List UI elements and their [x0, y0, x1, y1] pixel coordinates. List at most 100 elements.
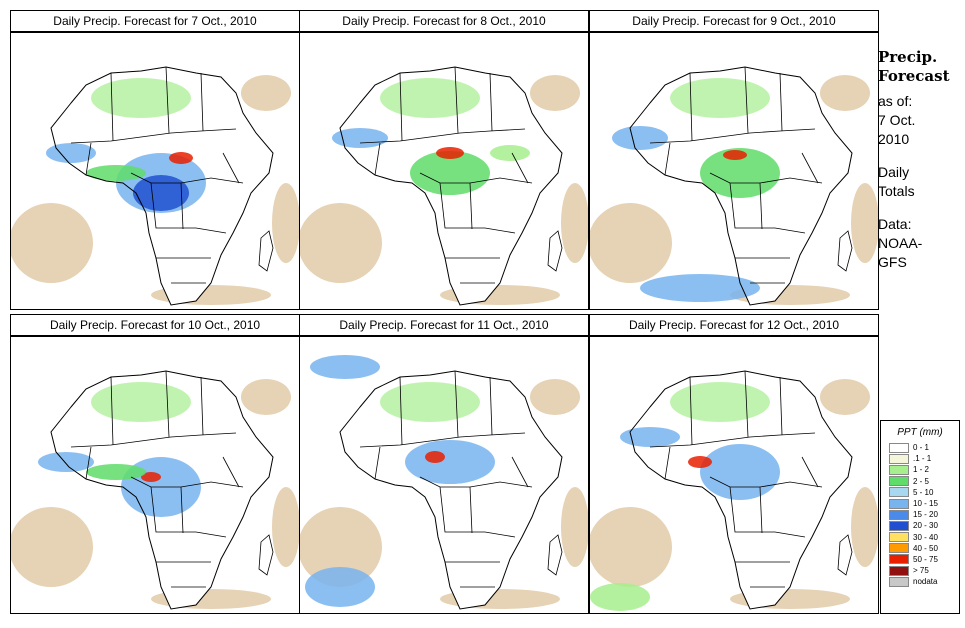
coastline [629, 370, 853, 610]
dry-area [300, 203, 382, 283]
africa-precip-map [589, 336, 879, 614]
rain-area [141, 472, 161, 482]
country-border [359, 432, 526, 448]
country-border [744, 66, 749, 134]
dry-area [241, 379, 291, 415]
country-border [200, 72, 204, 132]
data-source-line2: NOAA- [878, 235, 923, 251]
coastline [629, 66, 853, 306]
light-rain-area [91, 78, 191, 118]
dry-area [561, 487, 588, 567]
country-border [200, 376, 204, 436]
legend-label: 10 - 15 [913, 499, 938, 509]
legend-swatch [889, 565, 909, 576]
country-border [469, 486, 473, 534]
totals-line1: Daily [878, 164, 910, 180]
country-border [222, 456, 240, 488]
country-border [664, 142, 671, 176]
forecast-panel-oct-7: Daily Precip. Forecast for 7 Oct., 2010 [10, 10, 300, 310]
totals-line2: Totals [878, 183, 915, 199]
legend-item: 20 - 30 [889, 520, 959, 531]
light-rain-area [380, 382, 480, 422]
legend-swatch [889, 532, 909, 543]
panel-title: Daily Precip. Forecast for 10 Oct., 2010 [10, 314, 300, 336]
legend-label: 50 - 75 [913, 554, 938, 564]
dry-area [820, 75, 870, 111]
light-rain-area [380, 78, 480, 118]
rain-area [169, 152, 193, 164]
legend-item: 5 - 10 [889, 487, 959, 498]
data-source-line1: Data: [878, 216, 912, 232]
country-border [222, 152, 240, 184]
rain-area [332, 128, 388, 148]
country-border [110, 376, 114, 446]
dry-area [272, 183, 299, 263]
country-border [70, 432, 237, 448]
legend-item: 1 - 2 [889, 464, 959, 475]
legend-label: 15 - 20 [913, 510, 938, 520]
dry-area [561, 183, 588, 263]
map-canvas [11, 370, 299, 610]
legend-label: 1 - 2 [913, 465, 930, 475]
rain-area [38, 452, 94, 472]
rain-area [436, 147, 464, 159]
legend-swatch [889, 476, 909, 487]
dry-area [820, 379, 870, 415]
country-border [110, 72, 114, 142]
dry-area [530, 75, 580, 111]
rain-area [700, 444, 780, 500]
dry-area [530, 379, 580, 415]
country-border [729, 182, 806, 234]
rain-area [590, 583, 650, 611]
panel-title: Daily Precip. Forecast for 8 Oct., 2010 [299, 10, 589, 32]
country-border [165, 66, 170, 134]
side-heading-line1: Precip. [878, 48, 938, 66]
country-border [489, 72, 493, 132]
rain-area [405, 440, 495, 484]
africa-precip-map [299, 336, 589, 614]
rain-area [86, 464, 146, 480]
rain-area [490, 145, 530, 161]
country-border [801, 456, 819, 488]
legend-label: > 75 [913, 566, 929, 576]
africa-precip-map [10, 336, 300, 614]
country-border [374, 142, 381, 176]
legend-swatch [889, 576, 909, 587]
light-rain-area [670, 78, 770, 118]
legend-item: 2 - 5 [889, 476, 959, 487]
dry-area [851, 183, 878, 263]
country-border [511, 456, 529, 488]
madagascar-outline [547, 534, 563, 576]
side-heading-line2: Forecast [878, 67, 950, 85]
country-border [649, 432, 816, 448]
asof-line2: 7 Oct. [878, 112, 916, 128]
panel-title: Daily Precip. Forecast for 12 Oct., 2010 [589, 314, 879, 336]
data-source-line3: GFS [878, 254, 907, 270]
country-border [150, 486, 227, 538]
side-info: Precip. Forecast as of: 7 Oct. 2010 Dail… [878, 48, 962, 272]
dry-area [851, 487, 878, 567]
madagascar-outline [258, 230, 274, 272]
country-border [70, 128, 237, 144]
map-canvas [300, 355, 588, 610]
legend-item: 30 - 40 [889, 532, 959, 543]
country-border [85, 142, 92, 176]
country-border [744, 370, 749, 438]
dry-area [241, 75, 291, 111]
legend-label: 20 - 30 [913, 521, 938, 531]
legend-item: > 75 [889, 565, 959, 576]
legend-label: nodata [913, 577, 938, 587]
country-border [759, 486, 763, 534]
legend-item: 40 - 50 [889, 543, 959, 554]
light-rain-area [91, 382, 191, 422]
country-border [85, 446, 92, 480]
legend-item: .1 - 1 [889, 453, 959, 464]
rain-area [688, 456, 712, 468]
legend-label: 0 - 1 [913, 443, 930, 453]
country-border [439, 182, 516, 234]
coastline [339, 66, 563, 306]
country-border [801, 152, 819, 184]
dry-area [590, 203, 672, 283]
country-border [649, 128, 816, 144]
